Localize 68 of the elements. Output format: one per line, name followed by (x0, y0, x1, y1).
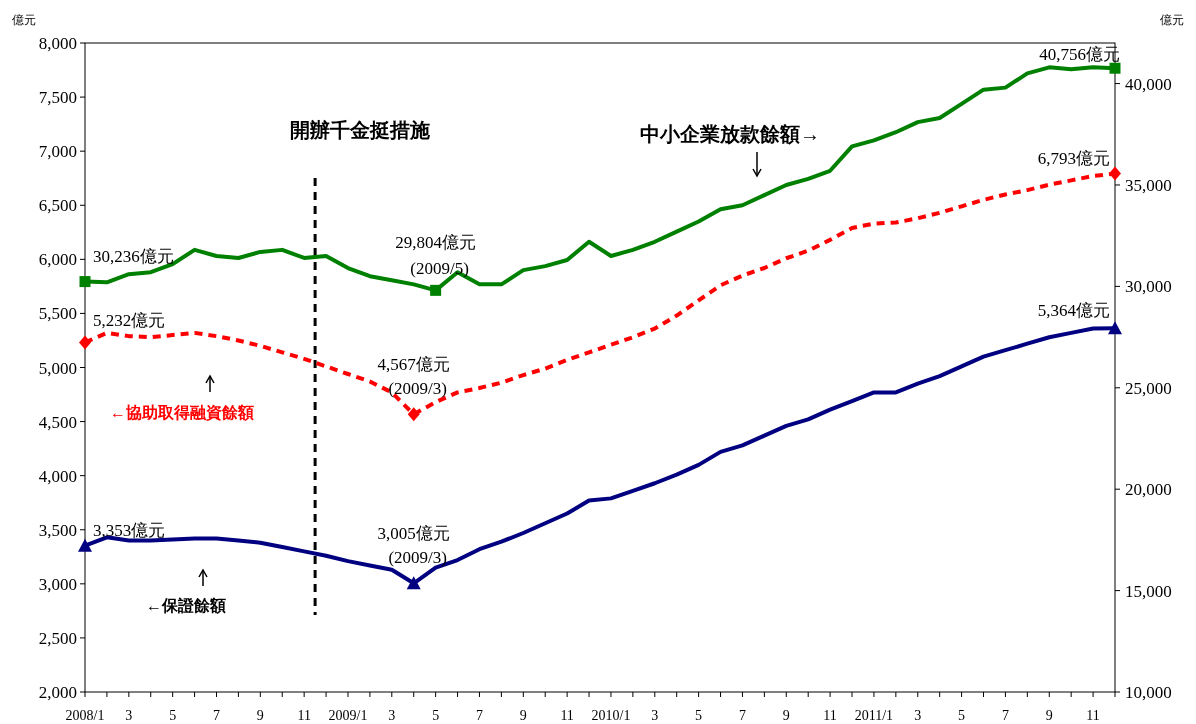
x-tick-label: 2009/1 (328, 708, 368, 723)
y-tick-label: 5,000 (38, 358, 77, 378)
x-tick-label: 7 (738, 708, 746, 723)
point (430, 284, 442, 296)
x-tick-label: 9 (256, 708, 264, 723)
x-tick-label: 5 (695, 708, 703, 723)
y-tick-label: 7,000 (38, 142, 77, 162)
y-tick-label: 6,000 (38, 250, 77, 270)
x-tick-label: 7 (475, 708, 483, 723)
y-axis-title: 億元 (12, 13, 36, 27)
x-tick-label: 11 (297, 708, 311, 723)
x-tick-label: 3 (388, 708, 396, 723)
y-tick-label: 3,000 (38, 574, 77, 594)
x-tick-label: 2011/1 (854, 708, 894, 723)
x-tick-label: 3 (125, 708, 133, 723)
point (1108, 321, 1122, 335)
x-tick-label: 3 (914, 708, 922, 723)
x-tick-label: 3 (651, 708, 659, 723)
x-tick-label: 9 (519, 708, 527, 723)
point (78, 538, 92, 552)
data-label: 29,804億元 (2009/5) (395, 233, 477, 279)
y-tick-label: 5,500 (38, 304, 77, 324)
point (406, 576, 421, 590)
y-tick-label: 6,500 (38, 196, 77, 216)
x-tick-label: 7 (1001, 708, 1009, 723)
point (1109, 166, 1121, 181)
x-tick-label: 11 (1086, 708, 1100, 723)
x-tick-label: 2010/1 (591, 708, 631, 723)
y-tick-label: 2,000 (38, 683, 77, 702)
data-label: 30,236億元 (93, 246, 174, 266)
data-label: 3,005億元 (2009/3) (377, 524, 450, 568)
y2-tick-label: 10,000 (1125, 683, 1172, 702)
y-tick-label: 4,000 (38, 466, 77, 486)
y2-tick-label: 40,000 (1125, 74, 1172, 94)
point (1109, 62, 1121, 74)
y2-tick-label: 25,000 (1125, 378, 1172, 398)
y2-tick-label: 20,000 (1125, 480, 1172, 500)
x-tick-label: 7 (212, 708, 220, 723)
y-tick-label: 4,500 (38, 412, 77, 432)
data-label: 5,364億元 (1037, 301, 1110, 321)
point (79, 276, 91, 288)
series-label: 中小企業放款餘額→ (640, 123, 820, 145)
y-tick-label: 3,500 (38, 520, 77, 540)
data-label: 6,793億元 (1037, 148, 1110, 168)
text: ←保證餘額 (146, 597, 226, 615)
annotation: 開辦千金挺措施 (290, 119, 431, 141)
x-tick-label: 9 (782, 708, 790, 723)
y2-axis-title: 億元 (1160, 13, 1184, 27)
y-tick-label: 7,500 (38, 88, 77, 108)
point (407, 407, 420, 422)
x-tick-label: 9 (1045, 708, 1053, 723)
y2-tick-label: 15,000 (1125, 581, 1172, 601)
x-tick-label: 2008/1 (65, 708, 105, 723)
x-tick-label: 11 (560, 708, 574, 723)
y2-tick-label: 30,000 (1125, 277, 1172, 297)
y2-tick-label: 35,000 (1125, 175, 1172, 195)
x-tick-label: 5 (169, 708, 177, 723)
data-label: 3,353億元 (93, 520, 166, 540)
y-tick-label: 8,000 (38, 34, 77, 53)
data-label: 5,232億元 (93, 311, 166, 331)
point (79, 335, 91, 350)
y-tick-label: 2,500 (38, 628, 77, 648)
x-tick-label: 11 (823, 708, 837, 723)
text: ←協助取得融資餘額 (110, 404, 254, 422)
x-tick-label: 5 (432, 708, 440, 723)
data-label: 4,567億元 (2009/3) (377, 355, 450, 399)
x-tick-label: 5 (958, 708, 966, 723)
data-label: 40,756億元 (1039, 45, 1120, 65)
